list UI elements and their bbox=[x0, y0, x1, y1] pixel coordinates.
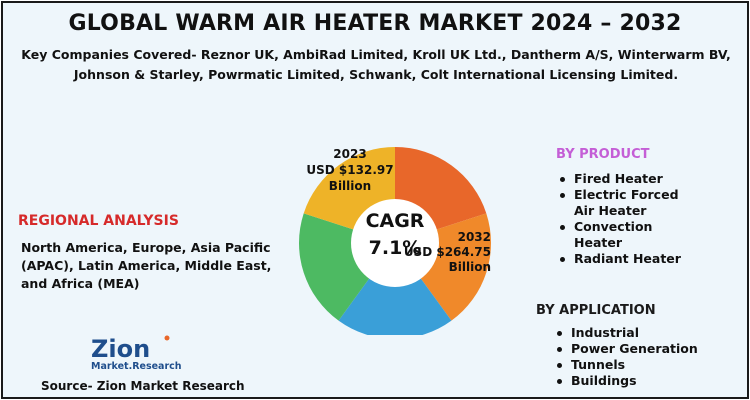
cagr-label: CAGR bbox=[366, 210, 425, 232]
source-text: Source- Zion Market Research bbox=[41, 379, 245, 393]
product-item-radiant-heater: Radiant Heater bbox=[559, 251, 689, 267]
annotation-2023-value: USD $132.97 bbox=[306, 163, 393, 177]
logo-subtitle: Market.Research bbox=[91, 361, 182, 372]
donut-center bbox=[351, 199, 439, 287]
annotation-2032-year: 2032 bbox=[458, 230, 491, 244]
donut-slice-3 bbox=[338, 243, 452, 335]
annotation-2023-unit: Billion bbox=[329, 179, 371, 193]
product-item-convection-heater: Convection Heater bbox=[559, 219, 689, 251]
annotation-2032-value: USD $264.75 bbox=[404, 245, 491, 259]
annotation-2032-unit: Billion bbox=[449, 260, 491, 274]
application-item-tunnels: Tunnels bbox=[556, 357, 736, 373]
application-item-buildings: Buildings bbox=[556, 373, 736, 389]
page-title: GLOBAL WARM AIR HEATER MARKET 2024 – 203… bbox=[68, 11, 682, 36]
annotation-2023-year: 2023 bbox=[333, 147, 366, 161]
logo-dot-icon bbox=[164, 335, 170, 341]
product-item-electric-forced-air-heater: Electric Forced Air Heater bbox=[559, 187, 689, 219]
product-item-fired-heater: Fired Heater bbox=[559, 171, 689, 187]
by-application-list: Industrial Power Generation Tunnels Buil… bbox=[556, 325, 736, 389]
by-product-list: Fired Heater Electric Forced Air Heater … bbox=[559, 171, 689, 267]
regional-analysis-text: North America, Europe, Asia Pacific (APA… bbox=[21, 240, 272, 291]
application-item-power-generation: Power Generation bbox=[556, 341, 736, 357]
regional-analysis-heading: REGIONAL ANALYSIS bbox=[18, 213, 179, 229]
key-companies-text: Key Companies Covered- Reznor UK, AmbiRa… bbox=[21, 47, 731, 82]
zion-logo: Zion Market.Research bbox=[91, 335, 182, 372]
by-application-heading: BY APPLICATION bbox=[536, 303, 656, 318]
logo-name: Zion bbox=[91, 335, 150, 363]
by-product-heading: BY PRODUCT bbox=[556, 147, 650, 162]
application-item-industrial: Industrial bbox=[556, 325, 736, 341]
cagr-value: 7.1% bbox=[369, 237, 422, 259]
donut-chart: CAGR 7.1% 2023 USD $132.97 Billion 2032 … bbox=[299, 147, 491, 335]
